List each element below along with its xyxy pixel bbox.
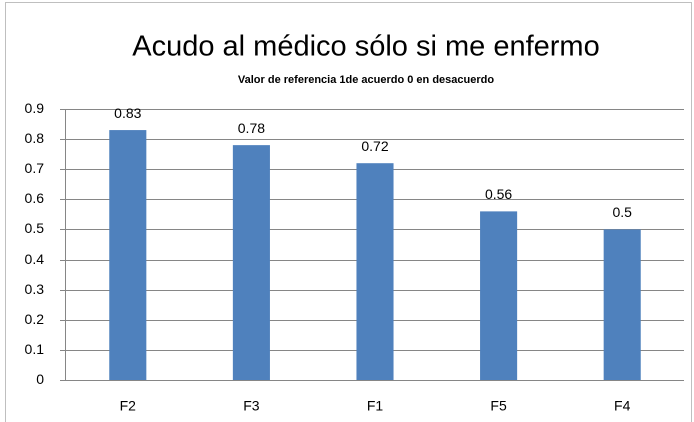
bar [480,211,518,380]
x-tick-label: F4 [614,398,631,414]
data-label: 0.72 [361,138,388,154]
x-tick-label: F1 [367,398,384,414]
bar [356,163,394,380]
chart-subtitle: Valor de referencia 1de acuerdo 0 en des… [238,74,494,86]
y-tick-label: 0.8 [25,130,45,146]
bar [603,229,641,380]
bar [109,130,147,380]
y-tick-label: 0.5 [25,220,45,236]
chart-title: Acudo al médico sólo si me enfermo [132,31,599,63]
y-tick-label: 0.3 [25,281,45,297]
chart-border [5,2,692,422]
y-tick-label: 0.6 [25,190,45,206]
data-label: 0.78 [238,120,265,136]
data-label: 0.56 [485,186,512,202]
x-tick-label: F2 [120,398,137,414]
y-tick-label: 0.4 [25,251,45,267]
y-tick-label: 0.1 [25,341,45,357]
bar [232,145,270,380]
y-tick-label: 0.2 [25,311,45,327]
y-tick-label: 0 [36,371,44,387]
x-tick-label: F5 [490,398,507,414]
data-label: 0.5 [612,204,632,220]
x-tick-label: F3 [243,398,260,414]
y-tick-label: 0.7 [25,160,45,176]
y-tick-label: 0.9 [25,100,45,116]
data-label: 0.83 [114,105,141,121]
